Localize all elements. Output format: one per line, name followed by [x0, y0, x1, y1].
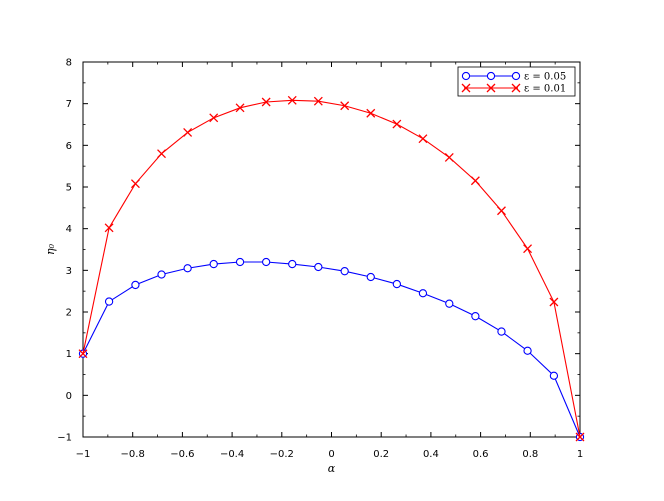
legend-label: ε = 0.01: [524, 84, 566, 95]
x-tick-label: −0.2: [270, 449, 294, 460]
data-point: [523, 244, 533, 254]
data-point: [287, 95, 297, 105]
data-point: [157, 149, 166, 159]
x-tick-label: 0.4: [423, 449, 439, 460]
series-1: [78, 257, 585, 442]
data-point: [183, 264, 192, 273]
legend-marker: [461, 83, 471, 93]
data-point: [497, 206, 506, 216]
data-point: [340, 267, 349, 276]
legend-marker: [461, 71, 471, 81]
y-tick-label: 1: [66, 349, 72, 360]
y-tick-label: 0: [66, 391, 72, 402]
data-point: [418, 134, 428, 144]
data-point: [471, 312, 480, 321]
legend-marker: [486, 83, 496, 93]
data-point: [340, 101, 350, 111]
data-point: [288, 259, 297, 269]
plot-frame: [82, 61, 581, 438]
y-tick-label: −1: [57, 433, 72, 444]
data-point: [209, 259, 218, 269]
x-tick-label: −0.6: [170, 449, 194, 460]
x-tick-label: −0.4: [220, 449, 244, 460]
legend-marker: [511, 71, 521, 81]
data-point: [575, 432, 585, 442]
legend-marker: [486, 71, 496, 81]
x-tick-label: 0.2: [373, 449, 389, 460]
legend: ε = 0.05ε = 0.01: [457, 66, 576, 97]
data-point: [366, 108, 376, 118]
data-point: [523, 346, 532, 355]
legend-marker: [511, 83, 521, 93]
y-tick-label: 7: [66, 99, 72, 110]
data-point: [497, 327, 506, 336]
axis-ticks: −1 −0.8 −0.6 −0.4 −0.2 0 0.2 0.4 0.6 0.8 1 −1 0 1 2 3 4 5…: [57, 58, 583, 461]
data-point: [131, 280, 140, 290]
legend-label: ε = 0.05: [524, 72, 566, 83]
y-tick-label: 8: [66, 58, 72, 69]
data-point: [78, 349, 88, 359]
data-point: [235, 103, 245, 113]
data-point: [366, 272, 375, 282]
x-tick-label: 1: [577, 449, 583, 460]
data-point: [418, 289, 428, 298]
data-point: [314, 262, 323, 272]
x-tick-label: 0: [328, 449, 334, 460]
y-tick-label: 2: [66, 308, 72, 319]
y-axis-label: η₀: [44, 243, 57, 255]
data-point: [104, 223, 114, 233]
data-point: [183, 127, 193, 137]
data-point: [104, 297, 114, 306]
y-tick-label: 6: [66, 141, 72, 152]
x-tick-label: −1: [76, 449, 91, 460]
series-group: [78, 95, 585, 442]
data-point: [235, 257, 245, 267]
y-tick-label: 3: [66, 266, 72, 277]
data-point: [261, 97, 271, 107]
x-tick-label: 0.6: [473, 449, 489, 460]
data-point: [392, 279, 402, 289]
x-axis-label: α: [328, 462, 336, 475]
data-point: [392, 119, 402, 129]
data-point: [313, 96, 323, 106]
data-point: [261, 257, 271, 267]
legend-box: [457, 66, 576, 97]
y-tick-label: 5: [66, 183, 72, 194]
data-point: [549, 371, 559, 380]
y-tick-label: 4: [66, 224, 72, 235]
series-2: [78, 95, 585, 442]
data-point: [209, 113, 219, 123]
data-point: [130, 179, 140, 189]
data-point: [445, 299, 454, 308]
data-point: [157, 270, 166, 279]
legend-entries: ε = 0.05ε = 0.01: [461, 71, 566, 95]
series-line: [82, 261, 581, 438]
x-tick-label: −0.8: [121, 449, 145, 460]
data-point: [470, 176, 480, 186]
legend-entry-2: ε = 0.01: [461, 83, 566, 95]
x-tick-label: 0.8: [522, 449, 538, 460]
legend-entry-1: ε = 0.05: [461, 71, 566, 83]
data-point: [444, 152, 454, 162]
data-point: [549, 297, 559, 307]
